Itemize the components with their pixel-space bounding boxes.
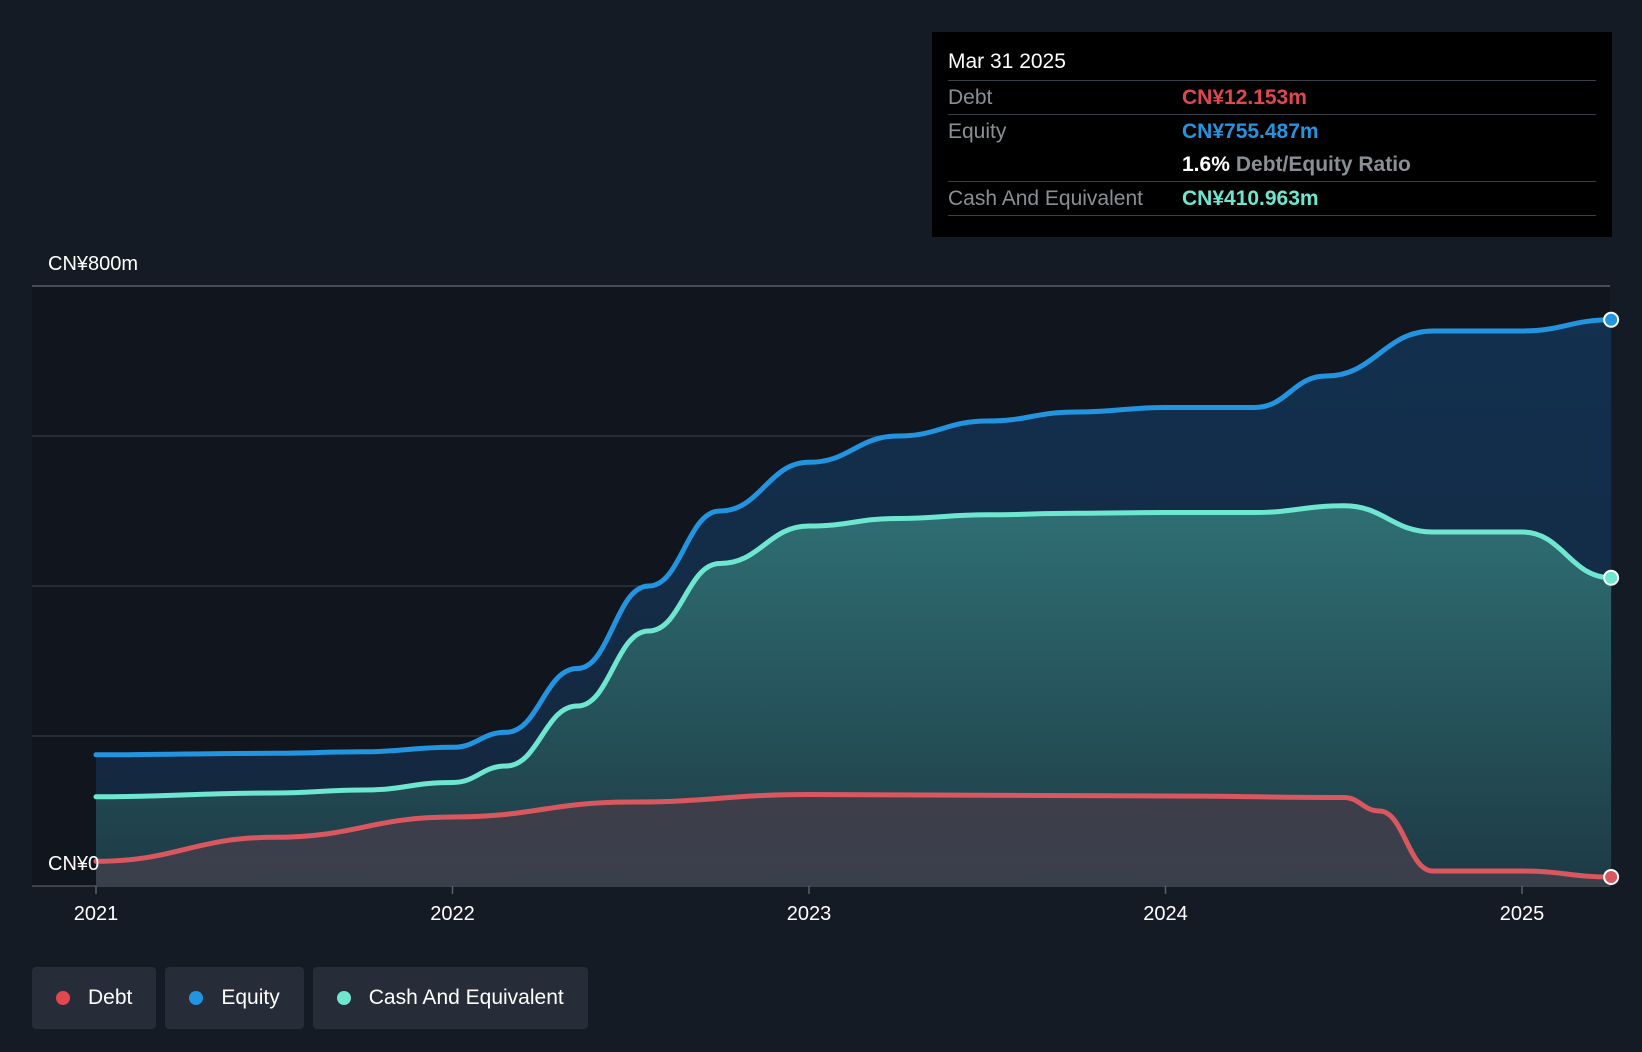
tooltip-cash-label: Cash And Equivalent: [948, 187, 1143, 210]
tooltip-equity-value: CN¥755.487m: [1182, 120, 1319, 143]
tooltip-date: Mar 31 2025: [948, 44, 1596, 81]
equity-line: [93, 317, 1614, 758]
equity-dot-icon: [189, 991, 204, 1005]
cash-dot-icon: [336, 991, 351, 1005]
cash-end-point: [1603, 569, 1620, 586]
x-tick-label: 2021: [74, 903, 119, 925]
tooltip-debt-row: Debt CN¥12.153m: [948, 81, 1596, 115]
tooltip-panel: Mar 31 2025 Debt CN¥12.153m Equity CN¥75…: [932, 32, 1612, 237]
tooltip-ratio-value: 1.6%: [1182, 153, 1230, 176]
legend-label: Cash And Equivalent: [368, 986, 564, 1009]
legend-label: Debt: [88, 986, 133, 1009]
x-axis: 2021 2022 2023 2024 2025: [74, 886, 1545, 925]
legend-item-cash[interactable]: Cash And Equivalent: [312, 967, 588, 1029]
debt-end-point: [1603, 869, 1620, 885]
legend: Debt Equity Cash And Equivalent: [32, 967, 588, 1029]
tooltip-cash-value: CN¥410.963m: [1182, 187, 1319, 210]
legend-label: Equity: [221, 986, 280, 1009]
tooltip-equity-row: Equity CN¥755.487m: [948, 115, 1596, 148]
cash-area: [96, 505, 1612, 886]
end-markers: [1603, 311, 1620, 885]
series-lines: [93, 317, 1614, 880]
debt-line: [93, 791, 1614, 880]
y-axis-bottom-label: CN¥0: [48, 853, 99, 875]
legend-item-debt[interactable]: Debt: [32, 967, 157, 1029]
x-tick-label: 2022: [430, 903, 475, 925]
legend-item-equity[interactable]: Equity: [165, 967, 304, 1029]
tooltip-ratio-label: Debt/Equity Ratio: [1235, 153, 1411, 176]
tooltip-ratio-row: 1.6% Debt/Equity Ratio: [948, 148, 1596, 182]
x-tick-label: 2024: [1143, 903, 1188, 925]
tooltip-equity-label: Equity: [948, 120, 1007, 143]
tooltip-debt-label: Debt: [948, 86, 993, 109]
debt-dot-icon: [56, 991, 70, 1005]
x-tick-label: 2023: [787, 903, 832, 925]
tooltip-cash-row: Cash And Equivalent CN¥410.963m: [948, 182, 1596, 216]
x-tick-label: 2025: [1500, 903, 1545, 925]
y-axis-top-label: CN¥800m: [48, 253, 138, 275]
cash-line: [93, 503, 1614, 800]
equity-end-point: [1603, 311, 1620, 328]
tooltip-debt-value: CN¥12.153m: [1182, 86, 1307, 109]
